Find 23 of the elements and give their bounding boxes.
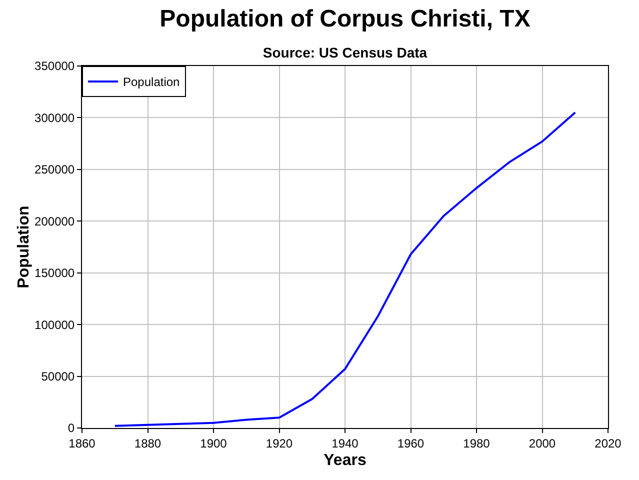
y-tick-label: 200000 [34, 214, 75, 228]
x-axis-title: Years [324, 452, 366, 470]
x-tick-label: 2020 [594, 436, 622, 450]
line-series [114, 112, 576, 427]
y-tick-label: 350000 [34, 59, 75, 74]
y-axis-title: Population [16, 206, 33, 288]
x-tick-label: 2000 [528, 436, 556, 450]
x-tick-label: 1980 [463, 436, 490, 450]
y-tick-label: 150000 [34, 266, 75, 280]
x-tick-label: 1940 [332, 436, 359, 450]
y-tick-label: 250000 [34, 162, 75, 177]
x-tick-label: 1920 [266, 436, 293, 450]
x-tick-label: 1860 [68, 436, 96, 450]
legend-label: Population [123, 75, 180, 90]
y-tick-label: 100000 [34, 318, 75, 332]
x-tick-label: 1960 [397, 436, 424, 450]
chart-title: Population of Corpus Christi, TX [160, 5, 530, 32]
y-tick-label: 300000 [34, 110, 75, 125]
y-tick-label: 0 [68, 421, 75, 436]
chart-subtitle: Source: US Census Data [262, 44, 428, 61]
x-tick-label: 1880 [134, 436, 162, 450]
x-tick-label: 1900 [200, 436, 228, 450]
y-tick-label: 50000 [41, 369, 75, 384]
